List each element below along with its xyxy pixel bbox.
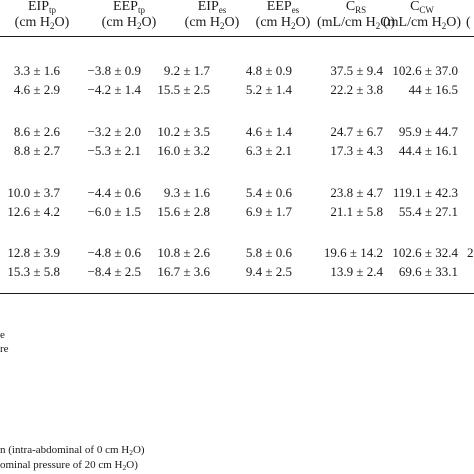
table-cell: 4.6 ± 1.4 <box>245 124 292 139</box>
table-cell: 4.8 ± 0.9 <box>245 63 292 78</box>
table-cell: 6.9 ± 1.7 <box>245 204 292 219</box>
table-cell: 10.8 ± 2.6 <box>157 245 210 260</box>
table-cell: 102.6 ± 32.4 <box>392 245 458 260</box>
bottom-rule <box>0 293 474 294</box>
table-cell: 21.1 ± 5.8 <box>330 204 383 219</box>
table-cell: −4.2 ± 1.4 <box>87 82 141 97</box>
footnote-line: ominal pressure of 20 cm H2O) <box>0 459 138 472</box>
footnote-line: e <box>0 329 5 341</box>
table-cell: 5.4 ± 0.6 <box>245 185 292 200</box>
header-c-rs: CRS (mL/cm H2O) <box>317 0 395 31</box>
table-cell: 24.7 ± 6.7 <box>330 124 383 139</box>
table-cell: 44 ± 16.5 <box>408 82 458 97</box>
table-cell: −4.4 ± 0.6 <box>87 185 141 200</box>
table-cell: −6.0 ± 1.5 <box>87 204 141 219</box>
table-cell: 9.3 ± 1.6 <box>163 185 210 200</box>
table-cell: 5.8 ± 0.6 <box>245 245 292 260</box>
table-cell: 16.7 ± 3.6 <box>157 264 210 279</box>
table-cell: 69.6 ± 33.1 <box>398 264 458 279</box>
table-cell: −5.3 ± 2.1 <box>87 143 141 158</box>
header-eip-tp: EIPtp (cm H2O) <box>14 0 70 31</box>
table-cell: 15.6 ± 2.8 <box>157 204 210 219</box>
table-cell: 37.5 ± 9.4 <box>330 63 383 78</box>
table-cell: −4.8 ± 0.6 <box>87 245 141 260</box>
header-eep-tp: EEPtp (cm H2O) <box>101 0 157 31</box>
table-cell: 16.0 ± 3.2 <box>157 143 210 158</box>
table-cell-edge: 2 <box>467 245 474 260</box>
table-cell: −3.8 ± 0.9 <box>87 63 141 78</box>
header-c-cw: CCW (mL/cm H2O) <box>383 0 461 31</box>
table-cell: 44.4 ± 16.1 <box>398 143 458 158</box>
table-cell: 3.3 ± 1.6 <box>13 63 60 78</box>
table-cell: 10.2 ± 3.5 <box>157 124 210 139</box>
table-cell: 55.4 ± 27.1 <box>398 204 458 219</box>
header-edge: ( <box>466 15 471 30</box>
table-cell: 15.3 ± 5.8 <box>7 264 60 279</box>
table-cell: 119.1 ± 42.3 <box>392 185 458 200</box>
table-cell: 13.9 ± 2.4 <box>330 264 383 279</box>
table-cell: 17.3 ± 4.3 <box>330 143 383 158</box>
header-rule <box>0 36 474 37</box>
table-cell: 12.8 ± 3.9 <box>7 245 60 260</box>
table-cell: 23.8 ± 4.7 <box>330 185 383 200</box>
table-cell: 22.2 ± 3.8 <box>330 82 383 97</box>
footnote-line: re <box>0 343 9 355</box>
table-cell: 95.9 ± 44.7 <box>398 124 458 139</box>
header-eep-es: EEPes (cm H2O) <box>255 0 311 31</box>
table-cell: 9.2 ± 1.7 <box>163 63 210 78</box>
table-cell: 102.6 ± 37.0 <box>392 63 458 78</box>
table-cell: 4.6 ± 2.9 <box>13 82 60 97</box>
table-cell: 9.4 ± 2.5 <box>245 264 292 279</box>
table-cell: −3.2 ± 2.0 <box>87 124 141 139</box>
table-cell: 12.6 ± 4.2 <box>7 204 60 219</box>
table-cell: 6.3 ± 2.1 <box>245 143 292 158</box>
table-cell: 8.6 ± 2.6 <box>13 124 60 139</box>
table-cell: 10.0 ± 3.7 <box>7 185 60 200</box>
header-eip-es: EIPes (cm H2O) <box>184 0 240 31</box>
footnote-line: n (intra-abdominal of 0 cm H2O) <box>0 444 145 457</box>
table-cell: 8.8 ± 2.7 <box>13 143 60 158</box>
table-cell: 15.5 ± 2.5 <box>157 82 210 97</box>
table-cell: −8.4 ± 2.5 <box>87 264 141 279</box>
table-cell: 5.2 ± 1.4 <box>245 82 292 97</box>
table-cell: 19.6 ± 14.2 <box>323 245 383 260</box>
